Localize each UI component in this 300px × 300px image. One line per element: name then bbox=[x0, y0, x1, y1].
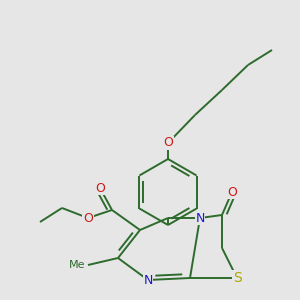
Text: O: O bbox=[83, 212, 93, 224]
Text: N: N bbox=[143, 274, 153, 286]
Text: S: S bbox=[232, 271, 242, 285]
Text: N: N bbox=[195, 212, 205, 224]
Text: Me: Me bbox=[68, 260, 85, 270]
Text: O: O bbox=[95, 182, 105, 194]
Text: O: O bbox=[227, 185, 237, 199]
Text: O: O bbox=[163, 136, 173, 149]
